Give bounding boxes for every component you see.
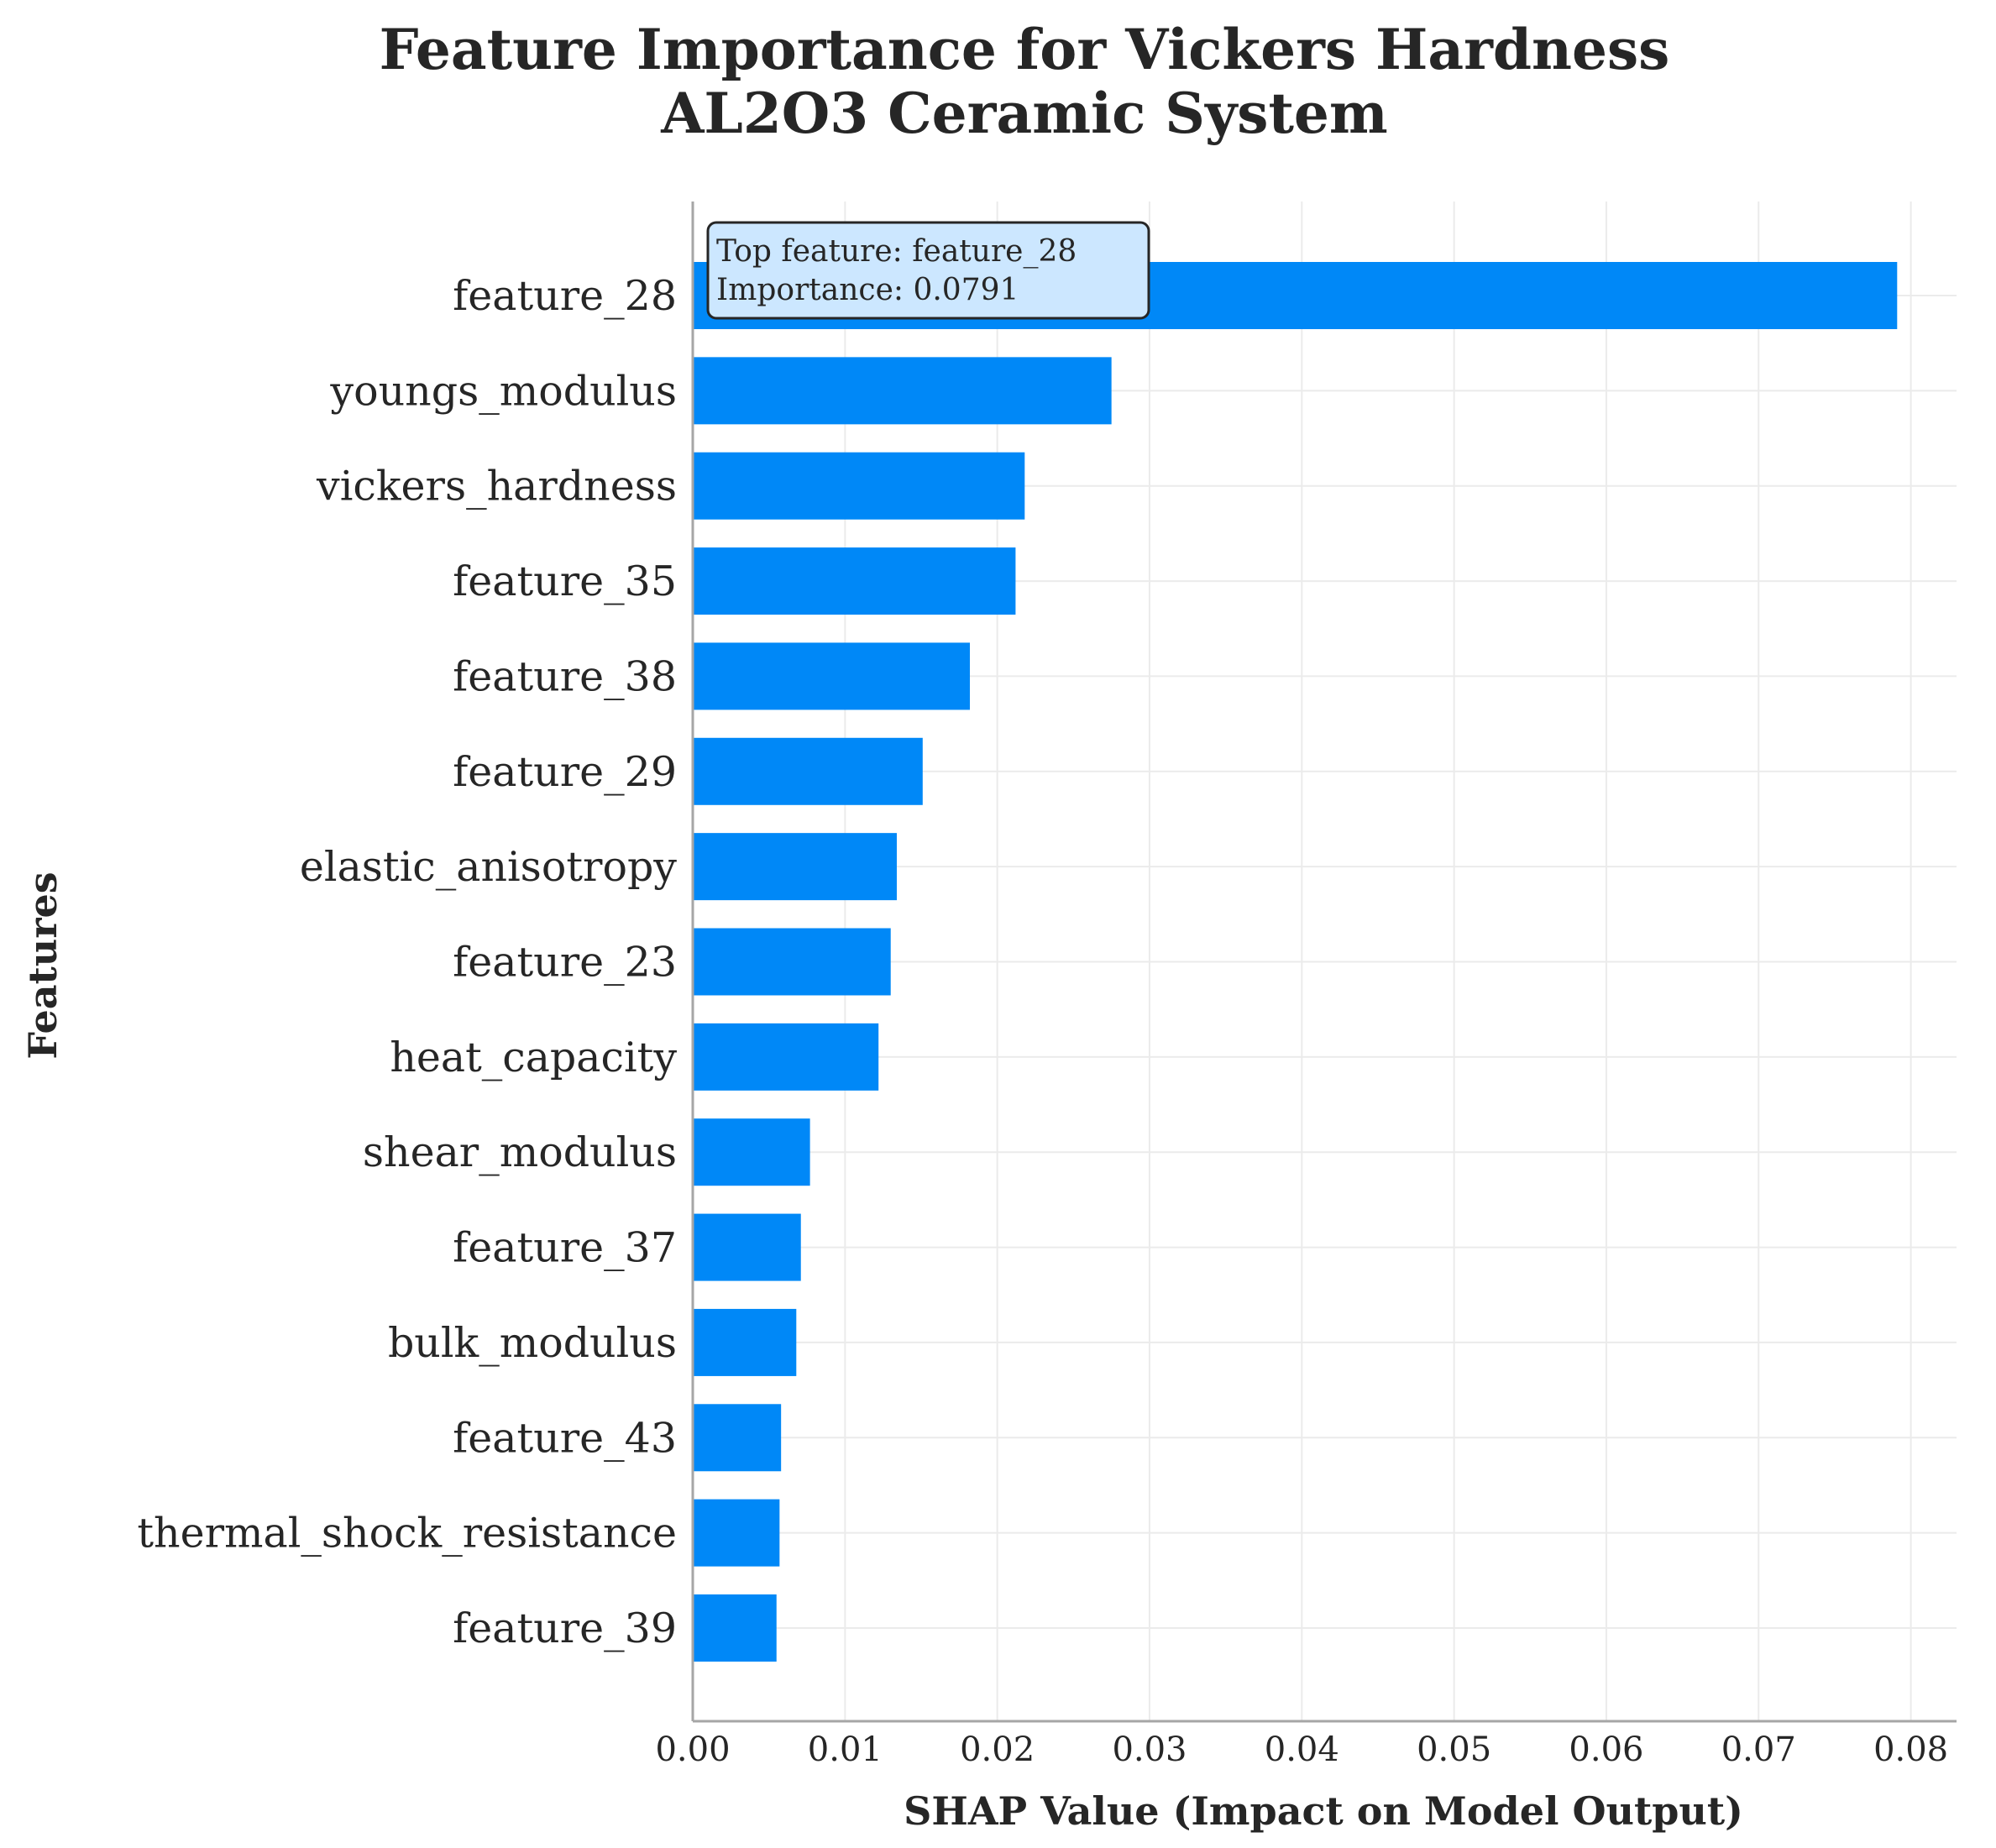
annotation-line-2: Importance: 0.0791 (716, 273, 1019, 307)
y-tick-label: feature_37 (453, 1224, 677, 1272)
annotation-box (706, 221, 1150, 320)
bar-feature_37 (693, 1213, 801, 1281)
y-tick-label: feature_29 (453, 748, 677, 796)
chart-title-line-2: AL2O3 Ceramic System (660, 81, 1388, 146)
y-tick-label: shear_modulus (363, 1128, 677, 1176)
annotation-line-1: Top feature: feature_28 (716, 234, 1077, 269)
bar-thermal_shock_resistance (693, 1499, 780, 1567)
y-tick-label: youngs_modulus (329, 367, 677, 415)
bar-feature_23 (693, 928, 891, 996)
y-tick-labels: feature_28 youngs_modulus vickers_hardness… (137, 272, 677, 1652)
x-tick-label: 0.07 (1721, 1730, 1796, 1769)
y-tick-label: heat_capacity (390, 1034, 677, 1081)
bar-feature_29 (693, 737, 923, 805)
x-tick-label: 0.03 (1112, 1730, 1187, 1769)
bar-youngs_modulus (693, 357, 1112, 425)
y-tick-label: bulk_modulus (388, 1319, 677, 1367)
x-tick-label: 0.05 (1417, 1730, 1491, 1769)
bar-shear_modulus (693, 1118, 810, 1186)
y-tick-label: feature_39 (453, 1605, 677, 1652)
y-axis-label: Features (20, 872, 65, 1059)
y-tick-label: elastic_anisotropy (300, 843, 677, 891)
top-feature-annotation: Top feature: feature_28 Importance: 0.07… (706, 221, 1150, 320)
y-tick-label: thermal_shock_resistance (137, 1510, 677, 1557)
y-tick-label: feature_38 (453, 652, 677, 700)
x-tick-labels: 0.00 0.01 0.02 0.03 0.04 0.05 0.06 0.07 0.08 (655, 1730, 1948, 1769)
bar-feature_43 (693, 1404, 782, 1472)
x-axis-label: SHAP Value (Impact on Model Output) (904, 1788, 1743, 1834)
x-tick-label: 0.08 (1873, 1730, 1948, 1769)
x-tick-label: 0.02 (960, 1730, 1035, 1769)
bar-bulk_modulus (693, 1308, 797, 1376)
y-tick-label: feature_28 (453, 272, 677, 320)
bar-vickers_hardness (693, 452, 1025, 520)
bar-heat_capacity (693, 1023, 879, 1091)
y-tick-label: feature_43 (453, 1414, 677, 1462)
bar-feature_39 (693, 1594, 777, 1662)
y-tick-label: vickers_hardness (316, 463, 677, 510)
x-tick-label: 0.04 (1265, 1730, 1339, 1769)
y-tick-label: feature_23 (453, 939, 677, 987)
bar-elastic_anisotropy (693, 833, 897, 901)
y-tick-label: feature_35 (453, 558, 677, 605)
x-tick-label: 0.06 (1569, 1730, 1643, 1769)
chart-title-line-1: Feature Importance for Vickers Hardness (380, 17, 1670, 82)
bar-feature_38 (693, 642, 971, 710)
x-tick-label: 0.01 (808, 1730, 883, 1769)
x-tick-label: 0.00 (655, 1730, 730, 1769)
bar-feature_35 (693, 547, 1016, 615)
